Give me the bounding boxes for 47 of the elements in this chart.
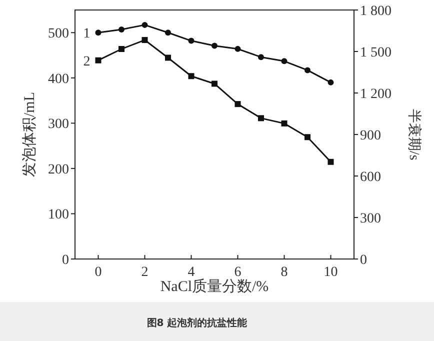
point (328, 79, 334, 86)
series-label: 1 (83, 26, 90, 42)
y2-tick-label: 0 (360, 253, 367, 268)
x-tick-label: 0 (94, 265, 102, 280)
text: 图8 起泡剂的抗盐性能 (146, 317, 248, 329)
point (142, 22, 148, 28)
point (258, 115, 264, 122)
y2-axis-title: 半衰期/s (406, 108, 422, 160)
y-tick-label: 200 (48, 162, 69, 178)
point (234, 46, 241, 52)
point (234, 101, 241, 108)
point (95, 30, 102, 36)
point (142, 37, 148, 44)
y2-tick-label: 300 (360, 212, 381, 226)
y-tick-label: 400 (48, 72, 69, 87)
y2-tick-label: 1 800 (360, 4, 392, 19)
series-label: 2 (83, 54, 90, 70)
y-tick-label: 500 (48, 26, 69, 42)
point (188, 73, 194, 80)
x-tick-label: 4 (188, 265, 195, 280)
point (165, 54, 171, 61)
x-tick-label: 2 (141, 265, 148, 280)
point (281, 120, 288, 126)
y2-tick-label: 600 (360, 170, 381, 185)
point (165, 30, 171, 36)
point (304, 134, 310, 140)
x-axis-title: NaCl质量分数/% (160, 278, 269, 295)
point (212, 42, 218, 49)
point (188, 38, 194, 44)
point (328, 158, 334, 165)
y2-tick-label: 900 (360, 128, 381, 144)
y-tick-label: 0 (62, 253, 69, 268)
y2-tick-label: 1 500 (360, 46, 392, 60)
point (212, 80, 218, 87)
y2-tick-label: 1 200 (360, 87, 392, 102)
x-tick-label: 8 (280, 265, 288, 280)
y-tick-label: 100 (48, 208, 69, 223)
point (118, 26, 124, 32)
x-tick-label: 10 (324, 265, 338, 280)
point (95, 57, 102, 64)
y-axis-title: 发泡体积/mL (21, 92, 38, 177)
point (304, 67, 310, 74)
point (118, 46, 124, 52)
x-tick-label: 6 (234, 265, 242, 280)
point (281, 58, 288, 64)
y-tick-label: 300 (48, 117, 69, 132)
point (258, 54, 264, 60)
